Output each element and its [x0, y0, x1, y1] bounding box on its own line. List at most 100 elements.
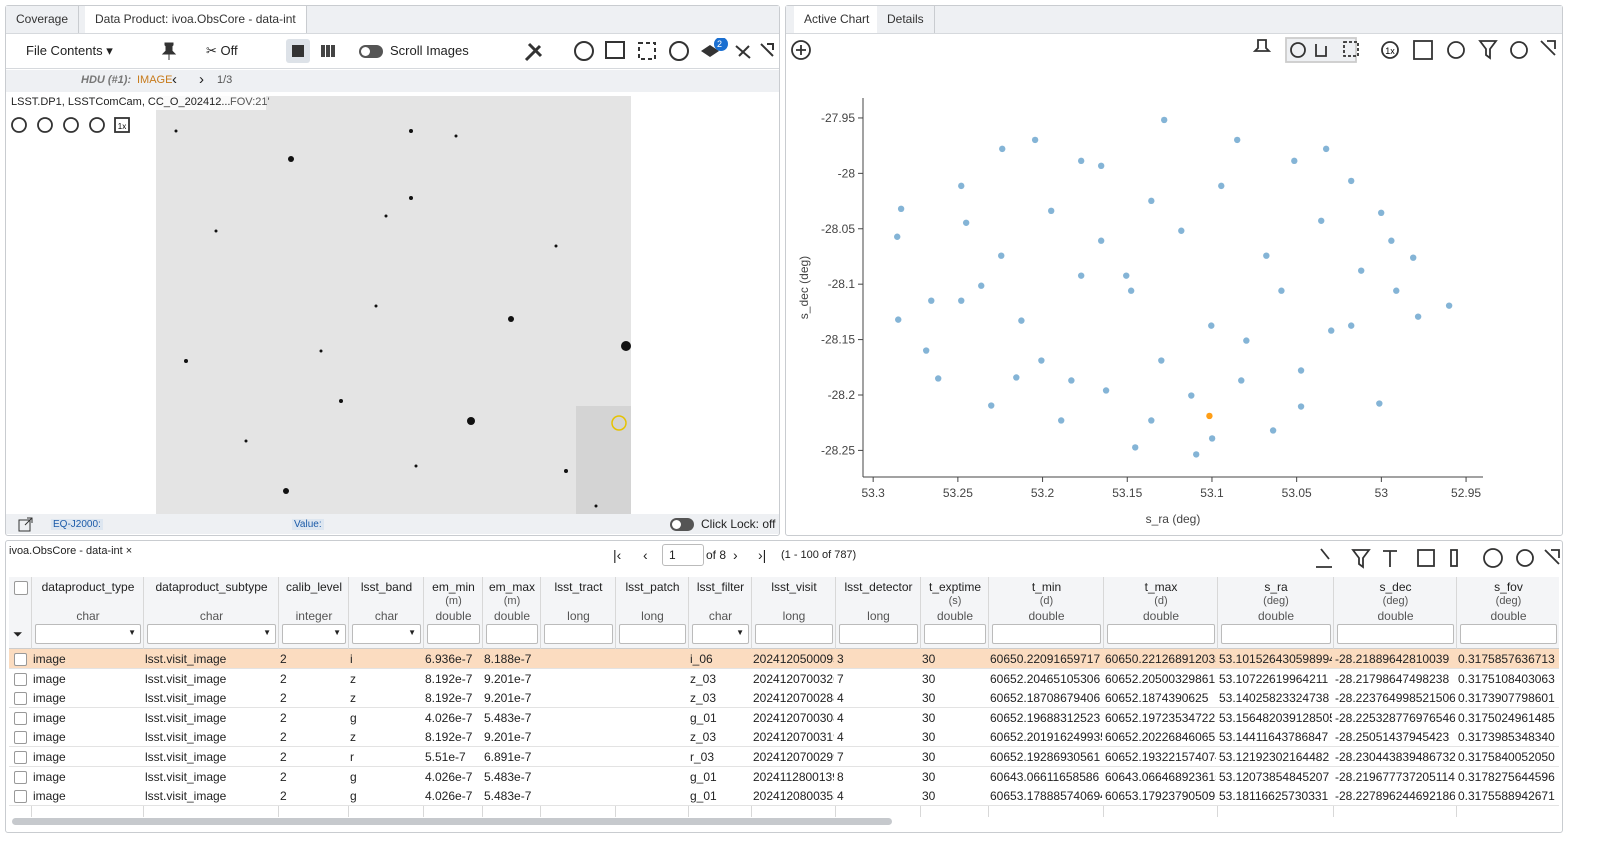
row[interactable]	[9, 727, 1559, 748]
row[interactable]	[9, 766, 1559, 787]
filter-input[interactable]	[1337, 624, 1454, 644]
prev-page[interactable]: ‹	[643, 547, 648, 563]
h-scrollbar[interactable]	[12, 818, 892, 825]
cell: 5.483e-7	[484, 769, 532, 784]
column-type: long	[867, 609, 890, 623]
cut-button[interactable]: ✂ Off	[206, 43, 238, 58]
external-icon[interactable]	[18, 517, 33, 532]
point	[1018, 317, 1025, 324]
row[interactable]	[9, 707, 1559, 728]
cell: 2	[280, 769, 287, 784]
dropdown[interactable]: ▼	[333, 628, 341, 637]
row[interactable]	[9, 786, 1559, 807]
tab[interactable]: Details	[877, 6, 935, 33]
filter-input[interactable]	[544, 624, 613, 644]
filter-input[interactable]: ▼	[147, 624, 276, 644]
filter-input[interactable]	[755, 624, 833, 644]
column-name: dataproduct_type	[41, 580, 135, 594]
point	[1013, 374, 1020, 381]
row-checkbox[interactable]	[14, 653, 27, 666]
table-tools[interactable]	[1311, 545, 1561, 571]
column-type: char	[199, 609, 224, 623]
select-all[interactable]	[14, 581, 28, 595]
chart-toolbar[interactable]: 1x	[786, 36, 1562, 66]
cell: r	[350, 750, 354, 764]
row-checkbox[interactable]	[14, 751, 27, 764]
row-checkbox[interactable]	[14, 770, 27, 784]
cell: g	[350, 789, 357, 804]
row[interactable]	[9, 688, 1559, 709]
filter-input[interactable]: ▼	[35, 624, 141, 644]
tab[interactable]: Coverage	[6, 6, 80, 33]
row-checkbox[interactable]	[14, 692, 27, 706]
next-hdu[interactable]: ›	[199, 71, 204, 88]
dropdown[interactable]: ▼	[408, 628, 416, 637]
cell: lsst.visit_image	[145, 710, 227, 725]
next-page[interactable]: ›	[733, 547, 738, 563]
cell: 30	[922, 730, 936, 745]
dropdown[interactable]: ▼	[128, 628, 136, 637]
filter-input[interactable]: ▼	[352, 624, 421, 644]
filter-input[interactable]	[1221, 624, 1331, 644]
last-page[interactable]: ›|	[758, 547, 767, 563]
filter-input[interactable]	[427, 624, 480, 644]
prev-hdu[interactable]: ‹	[172, 71, 177, 88]
filter-icon[interactable]: ⏷	[13, 627, 23, 641]
zoom-1x: 1x	[1385, 46, 1395, 56]
cell: 60652.193221574074	[1105, 750, 1216, 764]
row-checkbox[interactable]	[14, 731, 27, 745]
filter-input[interactable]	[1107, 624, 1215, 644]
first-page[interactable]: |‹	[613, 547, 622, 563]
filter-input[interactable]: ▼	[692, 624, 749, 644]
cell: 9.201e-7	[484, 730, 532, 745]
file-contents-button[interactable]: File Contents ▾	[26, 43, 113, 58]
y-tick-label: -28	[838, 166, 856, 180]
cell: lsst.visit_image	[145, 671, 227, 686]
filter-input[interactable]	[992, 624, 1101, 644]
table-tab[interactable]: ivoa.ObsCore - data-int ×	[9, 545, 133, 557]
page-input[interactable]: 1	[662, 544, 704, 566]
cell: 2024120500095	[753, 652, 834, 666]
point	[1132, 444, 1139, 451]
tab[interactable]: Active Chart	[794, 6, 881, 33]
row[interactable]	[9, 649, 1559, 669]
filter-input[interactable]	[924, 624, 986, 644]
row-checkbox[interactable]	[14, 711, 27, 725]
fits-image[interactable]	[156, 96, 631, 516]
cell: 60652.18708679406	[990, 691, 1101, 706]
filter-input[interactable]	[619, 624, 686, 644]
tab[interactable]: Data Product: ivoa.ObsCore - data-int	[85, 6, 307, 33]
column-type: double	[1257, 609, 1295, 623]
filter-input[interactable]	[839, 624, 918, 644]
row-checkbox[interactable]	[14, 672, 27, 686]
hdu-bar: HDU (#1): IMAGE ‹ › 1/3	[6, 70, 779, 92]
scroll-toggle[interactable]	[359, 45, 383, 58]
point	[1377, 209, 1385, 217]
cell: image	[33, 652, 66, 666]
grid-view[interactable]	[316, 39, 340, 63]
pin-icon[interactable]	[159, 41, 179, 61]
row-checkbox[interactable]	[14, 790, 27, 804]
y-tick-label: -28.15	[821, 333, 855, 347]
cell: image	[33, 750, 66, 764]
click-lock-toggle[interactable]	[670, 518, 694, 531]
x-tick-label: 53.2	[1031, 486, 1055, 500]
filter-input[interactable]	[1460, 624, 1557, 644]
filter-input[interactable]	[486, 624, 538, 644]
x-tick-label: 53	[1375, 486, 1389, 500]
column-name: lsst_band	[360, 580, 413, 594]
filter-input[interactable]: ▼	[282, 624, 346, 644]
column-name: lsst_detector	[844, 580, 913, 594]
row[interactable]	[9, 747, 1559, 767]
single-view[interactable]	[286, 39, 310, 63]
cell: 4.026e-7	[425, 710, 473, 725]
zoom-tools[interactable]: 1x	[10, 116, 140, 138]
row[interactable]	[9, 668, 1559, 689]
chart-panel: Active Chart Details 1x 53.3 53.25 53.2 53.…	[785, 5, 1563, 536]
cell: 60652.20500329861	[1105, 671, 1216, 686]
cell: 4.026e-7	[425, 789, 473, 804]
dropdown[interactable]: ▼	[263, 628, 271, 637]
image-tools[interactable]	[521, 38, 776, 66]
dropdown[interactable]: ▼	[736, 628, 744, 637]
point	[1238, 377, 1245, 384]
